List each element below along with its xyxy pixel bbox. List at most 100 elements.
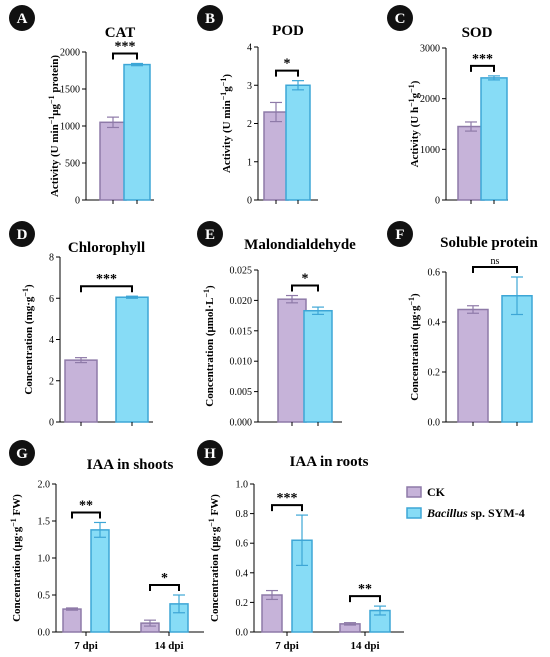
panel-badge <box>9 440 35 466</box>
panel-d: D Chlorophyll 0 2 4 6 8 Concentration (mg·g−1) *… <box>9 221 153 429</box>
y-axis-label: Activity (U min−1g−1) <box>219 74 233 173</box>
panel-letter: B <box>205 11 215 27</box>
panel-letter: A <box>17 11 28 27</box>
panel-badge <box>197 440 223 466</box>
significance-label: ns <box>491 256 500 267</box>
legend: CK Bacillus sp. SYM-4 <box>406 485 525 520</box>
significance-bracket <box>470 64 495 72</box>
panel-badge <box>387 5 413 31</box>
bar-ck <box>99 121 127 201</box>
y-tick-label: 500 <box>65 159 80 170</box>
x-tick-label: 14 dpi <box>154 640 183 652</box>
y-tick-label: 0.6 <box>236 539 249 550</box>
y-tick-label: 0.2 <box>428 368 441 379</box>
panel-title: Soluble protein <box>440 235 538 251</box>
y-tick-label: 2000 <box>420 94 440 105</box>
panel-title: Malondialdehyde <box>244 237 356 253</box>
legend-label-ck: CK <box>427 485 446 499</box>
y-axis-label: Concentration (μmol·L−1) <box>202 285 216 407</box>
y-tick-label: 0.020 <box>230 296 253 307</box>
bar-bacillus <box>90 529 110 633</box>
panel-letter: E <box>205 227 215 243</box>
y-tick-label: 2.0 <box>38 480 51 491</box>
significance-label: ** <box>79 498 93 513</box>
y-tick-label: 0.2 <box>236 598 249 609</box>
panel-b: B POD 0 1 2 3 4 Activity (U min−1g−1) * <box>197 5 318 207</box>
panel-e: E Malondialdehyde 0.000 0.005 0.010 0.015 0.02… <box>197 221 356 429</box>
y-tick-label: 3 <box>247 81 252 92</box>
y-tick-label: 0 <box>49 418 54 429</box>
bar-ck <box>457 125 485 201</box>
panel-g: G IAA in shoots 0.0 0.5 1.0 1.5 2.0 Concentrati… <box>9 440 204 652</box>
significance-bracket <box>275 69 299 77</box>
y-tick-label: 4 <box>247 43 252 54</box>
significance-bracket <box>80 285 133 293</box>
bar-ck <box>64 359 98 423</box>
legend-swatch-ck <box>406 486 422 498</box>
y-tick-label: 0.5 <box>38 591 51 602</box>
y-axis-label: Concentration (μg·g−1 FW) <box>207 494 221 622</box>
panel-letter: F <box>395 227 404 243</box>
y-tick-label: 0.4 <box>236 568 249 579</box>
y-tick-label: 2 <box>49 376 54 387</box>
y-tick-label: 2000 <box>60 48 80 59</box>
y-tick-label: 0.4 <box>428 318 441 329</box>
y-tick-label: 0.025 <box>230 266 253 277</box>
significance-label: ** <box>358 582 372 597</box>
significance-bracket <box>271 504 303 512</box>
y-axis-label: Concentration (mg·g−1) <box>21 284 35 395</box>
y-tick-label: 8 <box>49 253 54 264</box>
panel-h: H IAA in roots 0.0 0.2 0.4 0.6 0.8 1.0 Concentra… <box>197 440 404 652</box>
x-tick-label: 14 dpi <box>350 640 379 652</box>
y-tick-label: 1.0 <box>38 554 51 565</box>
y-axis-label: Concentration (μg·g−1) <box>407 293 421 401</box>
y-tick-label: 1 <box>247 157 252 168</box>
panel-badge <box>9 221 35 247</box>
significance-label: * <box>302 272 309 287</box>
significance-label: * <box>284 57 291 72</box>
y-tick-label: 0.005 <box>230 387 253 398</box>
y-tick-label: 3000 <box>420 44 440 55</box>
y-axis-label: Concentration (μg·g−1 FW) <box>9 494 23 622</box>
panel-badge <box>9 5 35 31</box>
y-tick-label: 0.015 <box>230 326 253 337</box>
panel-c: C SOD 0 1000 2000 3000 Activity (U h−1g−1) *** <box>387 5 508 207</box>
panel-letter: G <box>16 446 28 462</box>
y-tick-label: 0 <box>75 196 80 207</box>
y-tick-label: 1000 <box>60 122 80 133</box>
panel-letter: D <box>17 227 28 243</box>
significance-bracket <box>71 511 101 519</box>
panel-badge <box>197 5 223 31</box>
bar-ck <box>261 594 283 633</box>
panel-f: F Soluble protein 0.0 0.2 0.4 0.6 Concentratio… <box>387 221 538 429</box>
bar-bacillus <box>123 63 151 201</box>
y-tick-label: 1.5 <box>38 517 51 528</box>
panel-title: CAT <box>105 25 136 41</box>
y-tick-label: 0.0 <box>428 418 441 429</box>
panel-badge <box>197 221 223 247</box>
y-axis-label: Activity (U h−1g−1) <box>407 80 421 167</box>
x-tick-label: 7 dpi <box>275 640 299 652</box>
panel-title: Chlorophyll <box>68 240 145 256</box>
significance-bracket <box>149 584 180 591</box>
bar-bacillus <box>115 296 149 423</box>
bar-bacillus <box>303 309 333 423</box>
bar-ck <box>263 111 289 201</box>
legend-label-bacillus: Bacillus sp. SYM-4 <box>426 506 525 520</box>
panel-title: POD <box>272 23 304 39</box>
panel-title: IAA in shoots <box>87 457 174 473</box>
significance-label: *** <box>115 39 136 54</box>
y-tick-label: 1000 <box>420 145 440 156</box>
y-tick-label: 0.010 <box>230 357 253 368</box>
legend-swatch-bacillus <box>406 507 422 519</box>
y-axis-label: Activity (U min−1μg−1 protein) <box>47 55 61 197</box>
y-tick-label: 0.0 <box>236 628 249 639</box>
bar-ck <box>457 308 489 423</box>
significance-bracket <box>472 266 518 273</box>
y-tick-label: 6 <box>49 294 54 305</box>
bar-ck <box>62 608 82 633</box>
panel-title: SOD <box>462 25 493 41</box>
panel-letter: C <box>395 11 406 27</box>
y-tick-label: 2 <box>247 119 252 130</box>
